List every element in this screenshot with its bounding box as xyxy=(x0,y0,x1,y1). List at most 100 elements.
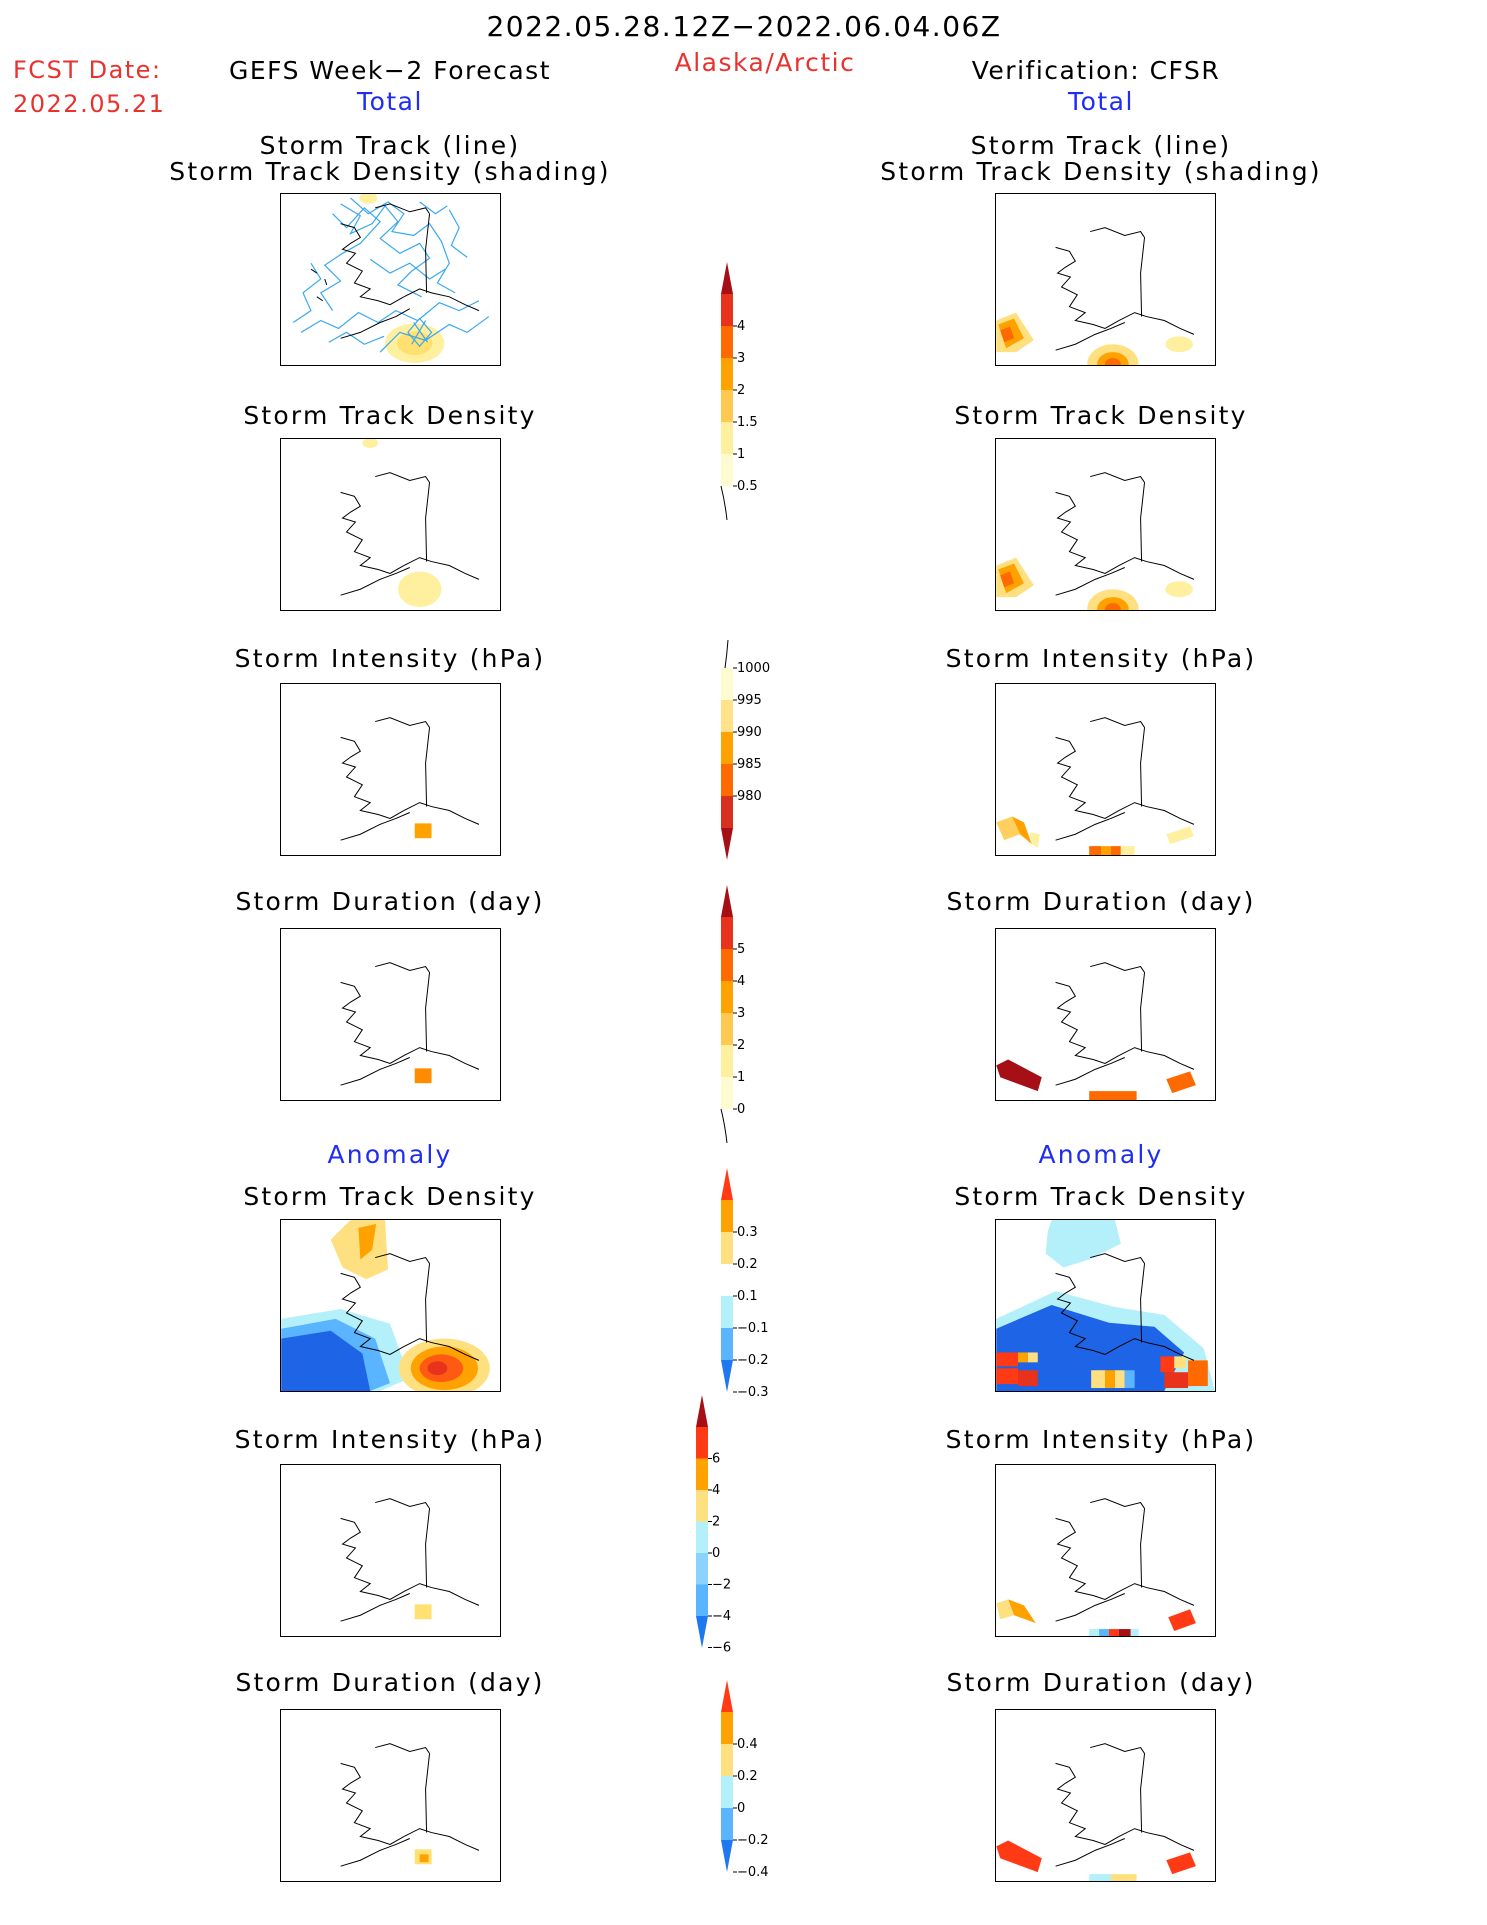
panel-title-anom-density-right: Storm Track Density xyxy=(954,1182,1248,1211)
map-density-right-plot xyxy=(996,472,1195,610)
left-total-label: Total xyxy=(357,87,423,116)
colorbar-cap-top xyxy=(721,885,733,917)
density-shading xyxy=(362,439,442,608)
map-anom-duration-left-plot xyxy=(340,1743,480,1867)
panel-title-intensity-left: Storm Intensity (hPa) xyxy=(234,644,546,673)
colorbar-box xyxy=(696,1553,708,1585)
colorbar-label: −6 xyxy=(712,1641,731,1656)
panel-title-intensity-right: Storm Intensity (hPa) xyxy=(945,644,1257,673)
colorbar-label: 4 xyxy=(737,974,745,989)
map-intensity-right-plot xyxy=(996,717,1195,855)
map-anom-intensity-left-plot xyxy=(340,1498,480,1622)
colorbar-cap-bottom xyxy=(721,828,733,860)
map-intensity-left-plot xyxy=(340,717,480,841)
anomaly-shading xyxy=(996,1840,1196,1881)
coastline xyxy=(1055,1498,1195,1622)
colorbar-box xyxy=(721,796,733,828)
colorbar-anom-duration: 0.4 0.2 0 −0.2 −0.4 xyxy=(720,1680,780,1924)
storm-track-lines xyxy=(292,197,490,353)
duration-shading xyxy=(996,1059,1196,1100)
colorbar-box xyxy=(721,1776,733,1808)
map-anom-intensity-right xyxy=(995,1464,1216,1637)
colorbar-box xyxy=(721,764,733,796)
colorbar-label: −0.3 xyxy=(737,1385,769,1400)
colorbar-cap-top xyxy=(721,1680,733,1712)
coastline xyxy=(340,962,480,1086)
panel-subtitle-track-density-left: Storm Track Density (shading) xyxy=(169,157,611,186)
anomaly-shading xyxy=(996,1220,1215,1391)
map-track-line-right xyxy=(995,193,1216,366)
colorbar-label: 980 xyxy=(737,789,762,804)
coastline xyxy=(340,1743,480,1867)
panel-title-track-line-left: Storm Track (line) xyxy=(259,131,521,160)
region-title: Alaska/Arctic xyxy=(674,48,856,77)
colorbar-box xyxy=(721,1712,733,1744)
colorbar-box xyxy=(721,422,733,454)
colorbar-cap-top xyxy=(721,262,733,294)
colorbar-label: −0.2 xyxy=(737,1833,769,1848)
colorbar-box xyxy=(721,1808,733,1840)
colorbar-box xyxy=(696,1521,708,1553)
colorbar-label: 995 xyxy=(737,693,762,708)
colorbar-box xyxy=(721,1264,733,1296)
colorbar-label: 0 xyxy=(712,1546,720,1561)
panel-title-anom-density-left: Storm Track Density xyxy=(243,1182,537,1211)
coastline xyxy=(340,472,480,596)
colorbar-box xyxy=(721,1200,733,1232)
panel-title-anom-duration-left: Storm Duration (day) xyxy=(235,1668,545,1697)
colorbar-box xyxy=(696,1427,708,1459)
map-anom-density-right-plot xyxy=(996,1220,1215,1391)
colorbar-box xyxy=(721,1744,733,1776)
colorbar-box xyxy=(721,732,733,764)
verification-title: Verification: CFSR xyxy=(971,56,1221,85)
map-intensity-left xyxy=(280,683,501,856)
colorbar-intensity: 1000 995 990 985 980 xyxy=(720,639,780,884)
colorbar-anom-intensity: 6 4 2 0 −2 −4 −6 xyxy=(695,1395,755,1719)
map-duration-left-plot xyxy=(340,962,480,1086)
colorbar-label: 0.3 xyxy=(737,1225,758,1240)
colorbar-box xyxy=(721,981,733,1013)
duration-shading xyxy=(414,1068,432,1084)
colorbar-label: 5 xyxy=(737,942,745,957)
colorbar-label: 1.5 xyxy=(737,415,758,430)
panel-title-duration-right: Storm Duration (day) xyxy=(946,887,1256,916)
colorbar-box xyxy=(721,1077,733,1109)
map-duration-left xyxy=(280,928,501,1101)
colorbar-label: −0.1 xyxy=(737,1321,769,1336)
colorbar-label: 2 xyxy=(737,383,745,398)
colorbar-box xyxy=(721,454,733,486)
colorbar-label: 3 xyxy=(737,351,745,366)
colorbar-box xyxy=(696,1584,708,1616)
anomaly-label-left: Anomaly xyxy=(327,1140,453,1169)
colorbar-cap-top xyxy=(696,1395,708,1427)
panel-subtitle-track-density-right: Storm Track Density (shading) xyxy=(880,157,1322,186)
colorbar-anom-density: 0.3 0.2 0.1 −0.1 −0.2 −0.3 xyxy=(720,1168,780,1452)
colorbar-box xyxy=(721,326,733,358)
colorbar-label: 1 xyxy=(737,1070,745,1085)
colorbar-box xyxy=(721,1328,733,1360)
colorbar-label: 0.2 xyxy=(737,1257,758,1272)
colorbar-label: 2 xyxy=(712,1515,720,1530)
colorbar-box xyxy=(721,700,733,732)
map-anom-duration-right xyxy=(995,1709,1216,1882)
fcst-date-value: 2022.05.21 xyxy=(13,90,166,118)
colorbar-box xyxy=(721,1045,733,1077)
coastline xyxy=(1055,1253,1195,1361)
colorbar-label: 3 xyxy=(737,1006,745,1021)
intensity-shading xyxy=(414,823,432,839)
colorbar-label: 2 xyxy=(737,1038,745,1053)
map-anom-intensity-left xyxy=(280,1464,501,1637)
anomaly-label-right: Anomaly xyxy=(1038,1140,1164,1169)
colorbar-density: 4 3 2 1.5 1 0.5 xyxy=(720,262,780,546)
map-density-left-plot xyxy=(340,439,480,608)
colorbar-label: −4 xyxy=(712,1609,731,1624)
anomaly-shading xyxy=(281,1220,490,1391)
colorbar-label: 1 xyxy=(737,447,745,462)
colorbar-tail xyxy=(720,485,728,521)
colorbar-label: 4 xyxy=(737,319,745,334)
colorbar-label: −2 xyxy=(712,1578,731,1593)
panel-title-anom-intensity-right: Storm Intensity (hPa) xyxy=(945,1425,1257,1454)
colorbar-label: 0.2 xyxy=(737,1769,758,1784)
map-anom-density-left xyxy=(280,1219,501,1392)
map-anom-density-left-plot xyxy=(281,1220,490,1391)
